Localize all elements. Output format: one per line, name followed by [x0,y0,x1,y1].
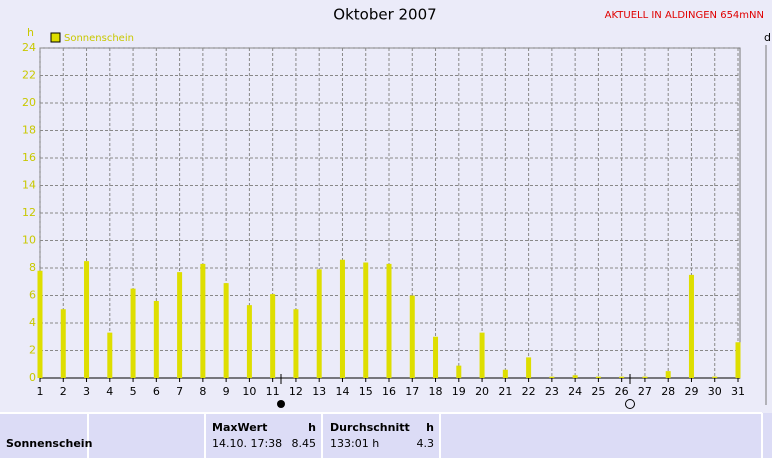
x-tick-label: 6 [153,385,160,398]
col-unit: h [426,421,434,434]
bar [642,376,648,378]
legend-label: Sonnenschein [64,33,134,44]
bar [246,305,252,378]
bar [572,375,578,378]
bar [665,371,671,378]
bar [456,365,462,378]
x-tick-label: 17 [405,385,419,398]
x-tick-label: 4 [106,385,113,398]
bar [526,357,532,378]
x-tick-label: 15 [359,385,373,398]
col-unit: h [308,421,316,434]
x-tick-label: 12 [289,385,303,398]
x-tick-label: 7 [176,385,183,398]
bar [595,376,601,378]
bar [619,376,625,378]
bar [60,309,66,378]
x-tick-label: 16 [382,385,396,398]
bar [107,332,113,378]
y-tick-label: 6 [29,289,36,302]
annotation: AKTUELL IN ALDINGEN 654mNN [605,10,764,21]
y-tick-label: 14 [22,179,36,192]
y-tick-label: 4 [29,316,36,329]
y2-axis-label: d [764,31,771,44]
col-header: Durchschnitt [330,421,410,434]
bar [200,263,206,378]
bar [433,336,439,378]
x-tick-label: 23 [545,385,559,398]
x-tick-label: 21 [498,385,512,398]
moon-new [277,400,285,408]
x-tick-label: 22 [522,385,536,398]
bar [130,288,136,378]
y-tick-label: 12 [22,206,36,219]
y-tick-label: 22 [22,69,36,82]
x-tick-label: 13 [312,385,326,398]
x-tick-label: 14 [335,385,349,398]
bar [363,262,369,378]
x-tick-label: 11 [266,385,280,398]
x-tick-label: 9 [223,385,230,398]
cell: 8.45 [292,437,317,450]
cell: 133:01 h [330,437,379,450]
x-tick-label: 18 [429,385,443,398]
bar [502,369,508,378]
y-tick-label: 0 [29,371,36,384]
bar [409,295,415,378]
bar [153,301,159,378]
x-tick-label: 20 [475,385,489,398]
chart-title: Oktober 2007 [333,6,436,24]
x-tick-label: 26 [615,385,629,398]
summary-table: Sonnenschein MaxWert h 14.10. 17:38 8.45… [0,412,772,458]
bar [316,269,322,378]
bar [37,270,43,378]
bar [339,259,345,378]
bar [223,283,229,378]
bar [270,294,276,378]
bar [479,332,485,378]
bar [549,376,555,378]
cell: 4.3 [417,437,435,450]
table-bg [0,413,772,458]
x-tick-label: 1 [37,385,44,398]
x-tick-label: 31 [731,385,745,398]
x-tick-label: 5 [130,385,137,398]
y-tick-label: 24 [22,41,36,54]
moon-full [625,399,635,409]
x-tick-label: 10 [242,385,256,398]
y-tick-label: 10 [22,234,36,247]
cell: 14.10. 17:38 [212,437,282,450]
x-tick-label: 3 [83,385,90,398]
y-tick-label: 20 [22,96,36,109]
x-tick-label: 24 [568,385,582,398]
x-tick-label: 8 [199,385,206,398]
y-tick-label: 16 [22,151,36,164]
bar [177,272,183,378]
bar [293,309,299,378]
x-tick-label: 27 [638,385,652,398]
x-tick-label: 29 [684,385,698,398]
x-tick-label: 2 [60,385,67,398]
bar [84,261,90,378]
row-label: Sonnenschein [6,437,92,450]
y-tick-label: 2 [29,344,36,357]
x-tick-label: 28 [661,385,675,398]
bar [688,274,694,378]
x-tick-label: 30 [708,385,722,398]
col-header: MaxWert [212,421,267,434]
y-axis-label: h [27,26,34,39]
bar [386,263,392,378]
bar [735,342,741,378]
y-tick-label: 8 [29,261,36,274]
bar [712,376,718,378]
legend-swatch [50,32,61,43]
y-tick-label: 18 [22,124,36,137]
x-tick-label: 19 [452,385,466,398]
x-tick-label: 25 [591,385,605,398]
